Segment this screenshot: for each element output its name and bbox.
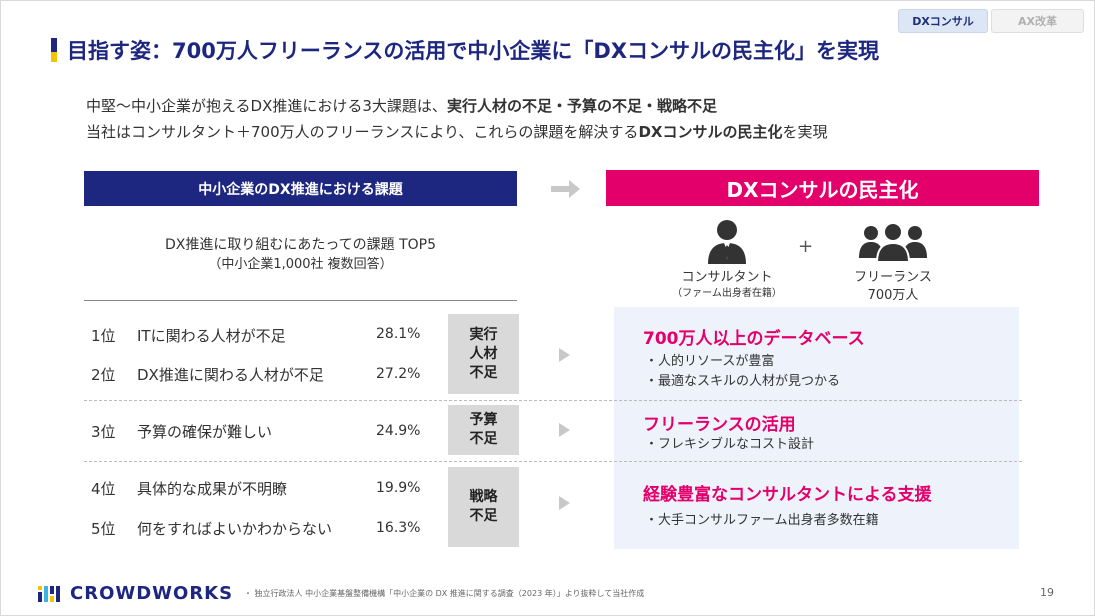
issue-rank-2: 2位 [91,366,116,384]
solution-bullet: ・人的リソースが豊富 [645,354,775,369]
category-budget: 予算 不足 [448,405,519,455]
issue-rank-3: 3位 [91,423,116,441]
arrow-right-icon [551,180,580,198]
category-execution-talent: 実行 人材 不足 [448,314,519,394]
lead-line-1: 中堅〜中小企業が抱えるDX推進における3大課題は、実行人材の不足・予算の不足・戦… [86,95,717,116]
freelancers-group-icon [859,222,927,262]
issue-pct-2: 27.2% [376,366,421,382]
issue-pct-1: 28.1% [376,326,421,342]
solution-header: DXコンサルの民主化 [606,170,1039,206]
freelance-label: フリーランス [854,270,932,285]
triangle-right-icon [559,496,570,510]
lead-line-2-tail: を実現 [782,123,828,141]
issue-text-1: ITに関わる人材が不足 [137,327,286,345]
issue-text-4: 具体的な成果が不明瞭 [137,480,288,498]
solution-bullet: ・最適なスキルの人材が見つかる [645,374,841,389]
consultant-label: コンサルタント [681,270,773,285]
issue-rank-5: 5位 [91,520,116,538]
issue-rank-1: 1位 [91,327,116,345]
issue-text-3: 予算の確保が難しい [137,423,273,441]
issues-header: 中小企業のDX推進における課題 [84,171,517,206]
consultant-sublabel: （ファーム出身者在籍） [672,288,782,299]
title-accent-bar [51,38,57,62]
issue-text-5: 何をすればよいかわからない [137,520,333,538]
plus-icon: + [798,236,814,257]
crowdworks-mark-icon [38,585,60,602]
category-line: 不足 [469,508,498,524]
category-line: 戦略 [469,489,498,505]
freelance-count: 700万人 [867,288,919,303]
solution-heading-2: フリーランスの活用 [643,415,796,435]
lead-line-2-emphasis: DXコンサルの民主化 [638,123,783,141]
category-line: 予算 [469,412,498,428]
lead-line-1-emphasis: 実行人材の不足・予算の不足・戦略不足 [446,97,717,115]
lead-line-1-text: 中堅〜中小企業が抱えるDX推進における3大課題は、 [86,97,447,115]
tab-dx-consulting[interactable]: DXコンサル [898,9,988,33]
solution-heading-1: 700万人以上のデータベース [643,329,865,349]
category-line: 人材 [469,345,498,362]
crowdworks-logo: CROWDWORKS [38,583,233,604]
solution-bullet: ・大手コンサルファーム出身者多数在籍 [645,513,879,528]
survey-divider [84,300,517,301]
page-number: 19 [1040,586,1054,599]
issue-pct-4: 19.9% [376,480,421,496]
category-line: 不足 [469,431,498,447]
category-line: 実行 [469,326,498,343]
row-separator [84,461,1022,462]
issue-rank-4: 4位 [91,480,116,498]
category-line: 不足 [469,364,498,381]
row-separator [84,400,1022,401]
consultant-icon [708,220,746,264]
logo-text: CROWDWORKS [70,583,234,604]
category-strategy: 戦略 不足 [448,467,519,547]
survey-title: DX推進に取り組むにあたっての課題 TOP5 [164,237,437,253]
issue-text-2: DX推進に関わる人材が不足 [137,366,324,384]
issue-pct-3: 24.9% [376,423,421,439]
lead-line-2: 当社はコンサルタント＋700万人のフリーランスにより、これらの課題を解決するDX… [86,121,827,142]
solution-panel [614,307,1019,549]
page-title: 目指す姿：700万人フリーランスの活用で中小企業に「DXコンサルの民主化」を実現 [67,39,880,63]
survey-subtitle: （中小企業1,000社 複数回答） [208,257,393,272]
survey-title-block: DX推進に取り組むにあたっての課題 TOP5 （中小企業1,000社 複数回答） [84,235,517,275]
solution-bullet: ・フレキシブルなコスト設計 [645,437,815,452]
triangle-right-icon [559,423,570,437]
lead-line-2-text: 当社はコンサルタント＋700万人のフリーランスにより、これらの課題を解決する [86,123,639,141]
source-footnote: ・ 独立行政法人 中小企業基盤整備機構「中小企業の DX 推進に関する調査（20… [244,589,645,598]
issue-pct-5: 16.3% [376,520,421,536]
solution-heading-3: 経験豊富なコンサルタントによる支援 [643,485,932,505]
tab-ax-reform[interactable]: AX改革 [991,9,1084,33]
triangle-right-icon [559,348,570,362]
